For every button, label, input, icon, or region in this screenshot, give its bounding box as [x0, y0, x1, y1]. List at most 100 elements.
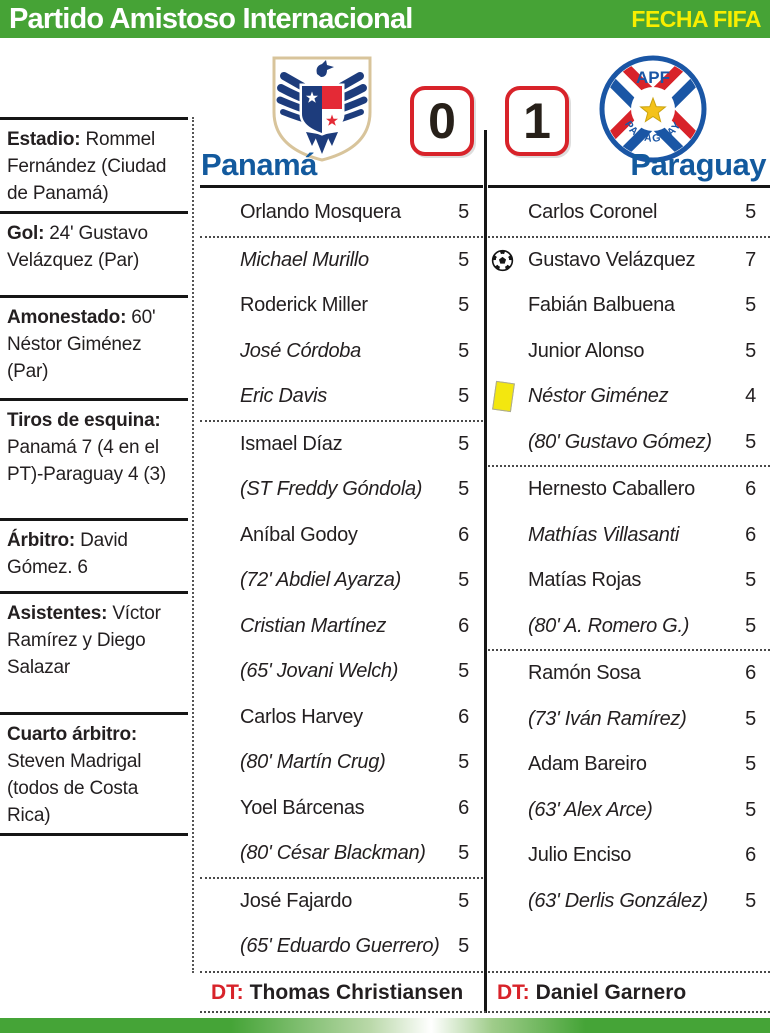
player-name: Eric Davis — [240, 385, 328, 408]
sidebar-dotted-divider — [192, 117, 194, 973]
player-row: Gustavo Velázquez 7 — [488, 238, 770, 284]
icon-slot-empty — [491, 750, 525, 780]
player-row: (63' Alex Arce) 5 — [488, 788, 770, 834]
panama-crest-icon — [268, 54, 376, 169]
section-label: Tiros de esquina: — [7, 410, 161, 431]
player-rating: 5 — [458, 294, 469, 317]
player-name: Julio Enciso — [528, 844, 632, 867]
player-rating: 6 — [745, 523, 756, 546]
icon-slot-empty — [491, 659, 525, 689]
player-row: (ST Freddy Góndola) 5 — [200, 467, 483, 513]
section-label: Asistentes: — [7, 603, 108, 624]
section-text: David Gómez. 6 — [7, 530, 128, 578]
player-row: (65' Eduardo Guerrero) 5 — [200, 924, 483, 970]
player-rating: 5 — [458, 478, 469, 501]
player-name: (80' César Blackman) — [240, 842, 426, 865]
player-name: Gustavo Velázquez — [528, 248, 696, 271]
player-row: Aníbal Godoy 6 — [200, 513, 483, 559]
player-name: Michael Murillo — [240, 248, 369, 271]
page-title: Partido Amistoso Internacional — [9, 2, 413, 35]
player-rating: 5 — [745, 798, 756, 821]
player-name: (63' Derlis González) — [528, 889, 708, 912]
player-rating: 6 — [745, 844, 756, 867]
icon-slot-empty — [203, 475, 237, 505]
home-coach: DT: Thomas Christiansen — [200, 975, 484, 1011]
section-label: Árbitro: — [7, 530, 76, 551]
player-name: Yoel Bárcenas — [240, 796, 365, 819]
away-team-name: Paraguay — [630, 147, 766, 182]
player-row: Eric Davis 5 — [200, 374, 483, 420]
sidebar-section-cuarto-arbitro: Cuarto árbitro: Steven Madrigal (todos d… — [0, 712, 188, 836]
player-rating: 5 — [745, 339, 756, 362]
player-name: (72' Abdiel Ayarza) — [240, 569, 401, 592]
player-name: José Fajardo — [240, 889, 353, 912]
player-name: (65' Jovani Welch) — [240, 660, 399, 683]
icon-slot-empty — [203, 611, 237, 641]
section-label: Amonestado: — [7, 307, 127, 328]
coaches-row: DT: Thomas Christiansen DT: Daniel Garne… — [200, 975, 770, 1013]
away-player-list: Carlos Coronel 5 Gustavo Velázquez 7 Fabián … — [488, 190, 770, 973]
player-group: Carlos Coronel 5 — [488, 190, 770, 238]
player-row: Ramón Sosa 6 — [488, 651, 770, 697]
icon-slot-empty — [491, 427, 525, 457]
icon-slot-empty — [203, 748, 237, 778]
player-rating: 5 — [745, 569, 756, 592]
player-row: (73' Iván Ramírez) 5 — [488, 697, 770, 743]
column-divider — [484, 130, 487, 1013]
player-row: Cristian Martínez 6 — [200, 604, 483, 650]
section-text: 24' Gustavo Velázquez (Par) — [7, 223, 148, 271]
icon-slot-empty — [203, 198, 237, 228]
player-row: (72' Abdiel Ayarza) 5 — [200, 558, 483, 604]
player-name: Cristian Martínez — [240, 614, 387, 637]
section-text: Steven Madrigal (todos de Costa Rica) — [7, 751, 142, 826]
section-text: Panamá 7 (4 en el PT)-Paraguay 4 (3) — [7, 437, 167, 485]
player-rating: 5 — [458, 842, 469, 865]
player-name: (65' Eduardo Guerrero) — [240, 935, 440, 958]
sidebar-section-tiros-de-esquina: Tiros de esquina: Panamá 7 (4 en el PT)-… — [0, 398, 188, 518]
icon-slot-empty — [491, 611, 525, 641]
sidebar-section-arbitro: Árbitro: David Gómez. 6 — [0, 518, 188, 591]
away-underline — [488, 185, 770, 188]
player-name: Ismael Díaz — [240, 432, 343, 455]
icon-slot-empty — [203, 245, 237, 275]
player-rating: 5 — [458, 569, 469, 592]
player-rating: 4 — [745, 385, 756, 408]
icon-slot-empty — [203, 657, 237, 687]
apf-text: APF — [636, 68, 670, 87]
player-rating: 6 — [458, 796, 469, 819]
coach-name: Daniel Garnero — [535, 981, 687, 1004]
player-name: Fabián Balbuena — [528, 294, 675, 317]
player-row: Néstor Giménez 4 — [488, 374, 770, 420]
sidebar-section-gol: Gol: 24' Gustavo Velázquez (Par) — [0, 211, 188, 295]
player-row: Michael Murillo 5 — [200, 238, 483, 284]
player-row: (80' Martín Crug) 5 — [200, 740, 483, 786]
player-row: Carlos Harvey 6 — [200, 695, 483, 741]
player-rating: 6 — [745, 478, 756, 501]
icon-slot-empty — [203, 382, 237, 412]
player-row: (80' Gustavo Gómez) 5 — [488, 420, 770, 466]
icon-slot-empty — [203, 566, 237, 596]
player-name: Hernesto Caballero — [528, 478, 695, 501]
player-rating: 5 — [458, 935, 469, 958]
goal-ball-icon — [491, 245, 525, 275]
player-group: José Fajardo 5 (65' Eduardo Guerrero) 5 — [200, 879, 483, 973]
player-rating: 5 — [745, 294, 756, 317]
section-text: Víctor Ramírez y Diego Salazar — [7, 603, 161, 678]
player-name: (80' Gustavo Gómez) — [528, 430, 712, 453]
player-name: Ramón Sosa — [528, 662, 641, 685]
player-rating: 6 — [458, 614, 469, 637]
player-row: (63' Derlis González) 5 — [488, 879, 770, 925]
player-name: (73' Iván Ramírez) — [528, 707, 687, 730]
player-rating: 5 — [458, 751, 469, 774]
player-rating: 5 — [745, 753, 756, 776]
paraguay-apf-crest-icon: APF PARAGUAY — [598, 54, 708, 169]
player-rating: 5 — [458, 432, 469, 455]
player-group: Gustavo Velázquez 7 Fabián Balbuena 5 Junior… — [488, 238, 770, 467]
player-name: Mathías Villasanti — [528, 523, 679, 546]
player-name: Aníbal Godoy — [240, 523, 358, 546]
player-rating: 6 — [458, 523, 469, 546]
player-row: Matías Rojas 5 — [488, 558, 770, 604]
icon-slot-empty — [203, 291, 237, 321]
home-score: 0 — [410, 86, 474, 156]
section-text: 60' Néstor Giménez (Par) — [7, 307, 156, 382]
